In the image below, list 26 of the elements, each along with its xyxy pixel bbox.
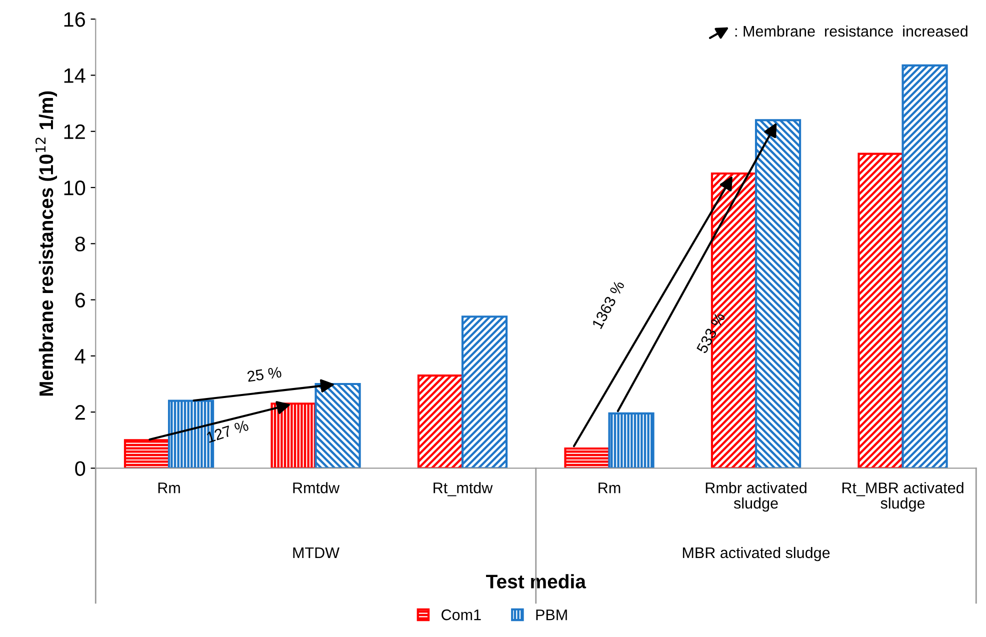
x-axis-title: Test media: [486, 574, 586, 588]
annotation: 25 %: [246, 366, 282, 382]
legend-label: Com1: [442, 609, 481, 620]
text: MBR activated sludge: [682, 546, 830, 562]
annotation: : Membrane resistance increased: [735, 25, 968, 37]
y-tick-label: 0: [75, 461, 86, 476]
x-tick-label: Rm: [158, 482, 180, 494]
y-tick-label: 10: [64, 180, 86, 196]
legend-label: PBM: [536, 610, 567, 620]
y-tick-label: 4: [74, 349, 86, 364]
x-tick-label: Rt_MBR activated sludge: [842, 482, 964, 512]
annotation: 127 %: [206, 420, 250, 443]
x-tick-label: Rt_mtdw: [434, 482, 493, 496]
y-axis-title: Membrane resistances (10$^{12}$ 1/m): [35, 91, 57, 396]
text: MTDW: [293, 548, 340, 558]
x-tick-label: Rmtdw: [293, 482, 340, 494]
y-tick-label: 6: [75, 292, 86, 308]
y-tick-label: 8: [75, 236, 86, 252]
y-tick-label: 2: [75, 405, 85, 420]
annotation: 1363 %: [592, 280, 625, 330]
x-tick-label: Rm: [598, 482, 620, 494]
y-tick-label: 16: [64, 12, 86, 27]
x-tick-label: Rmbr activated sludge: [706, 482, 806, 512]
y-tick-label: 12: [64, 124, 85, 139]
annotation: 533 %: [696, 312, 726, 354]
y-tick-label: 14: [64, 68, 86, 83]
